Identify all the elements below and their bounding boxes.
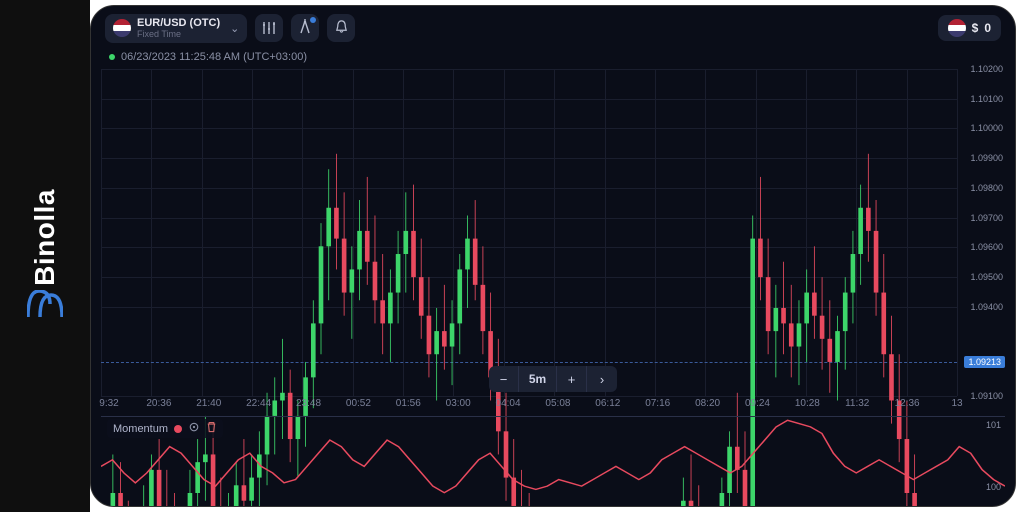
momentum-line — [101, 417, 1005, 496]
pair-subtitle: Fixed Time — [137, 30, 220, 39]
pair-selector[interactable]: EUR/USD (OTC) Fixed Time ⌄ — [105, 14, 247, 43]
brand-sidebar: Binolla — [0, 0, 90, 512]
usd-flag-icon — [948, 19, 966, 37]
zoom-out-button[interactable]: − — [489, 366, 519, 392]
timeframe-label[interactable]: 5m — [519, 366, 557, 392]
usd-flag-icon — [113, 19, 131, 37]
price-chart[interactable]: 1.102001.101001.100001.099001.098001.097… — [101, 69, 1005, 396]
brand-logo-icon — [27, 290, 63, 323]
timeframe-control: − 5m + › — [489, 366, 617, 392]
bell-icon — [334, 19, 349, 37]
indicators-button[interactable] — [255, 14, 283, 42]
momentum-header: Momentum — [107, 419, 223, 438]
scroll-right-button[interactable]: › — [587, 366, 617, 392]
balance-display[interactable]: $0 — [938, 15, 1001, 41]
y-axis-labels: 1.102001.101001.100001.099001.098001.097… — [959, 69, 1005, 396]
balance-currency: $ — [972, 21, 979, 35]
live-dot-icon — [109, 54, 115, 60]
chevron-down-icon: ⌄ — [230, 22, 239, 35]
top-bar: EUR/USD (OTC) Fixed Time ⌄ $0 — [97, 12, 1009, 45]
momentum-color-dot-icon — [174, 425, 182, 433]
drawing-tools-button[interactable] — [291, 14, 319, 42]
timestamp-text: 06/23/2023 11:25:48 AM (UTC+03:00) — [121, 51, 307, 63]
pair-name: EUR/USD (OTC) — [137, 18, 220, 30]
timestamp-row: 06/23/2023 11:25:48 AM (UTC+03:00) — [97, 45, 1009, 65]
momentum-panel: Momentum 101 100 — [101, 416, 1005, 496]
brand-name: Binolla — [29, 189, 61, 286]
balance-value: 0 — [984, 21, 991, 35]
zoom-in-button[interactable]: + — [557, 366, 587, 392]
notification-dot-icon — [310, 17, 316, 23]
x-axis: 9:3220:3621:4022:4423:4800:5201:5603:000… — [109, 396, 957, 416]
momentum-title: Momentum — [113, 423, 168, 435]
alerts-button[interactable] — [327, 14, 355, 42]
momentum-settings-button[interactable] — [188, 421, 200, 436]
momentum-delete-button[interactable] — [206, 421, 217, 436]
app-frame: EUR/USD (OTC) Fixed Time ⌄ $0 06/23/2023 — [90, 5, 1016, 507]
